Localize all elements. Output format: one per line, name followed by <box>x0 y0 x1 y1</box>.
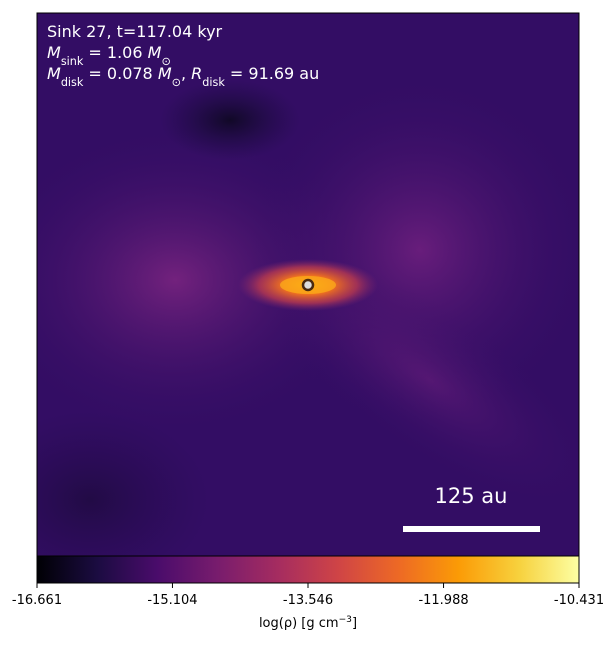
annotation-line: Msink = 1.06 M⊙ <box>47 43 171 68</box>
text-segment: M <box>47 43 61 62</box>
scale-bar-label: 125 au <box>435 484 508 508</box>
subscript: sink <box>61 55 84 68</box>
subscript: ⊙ <box>172 76 181 89</box>
annotation-line: Sink 27, t=117.04 kyr <box>47 22 223 41</box>
text-segment: , <box>181 64 191 83</box>
colorbar-label: log(ρ) [g cm−3] <box>259 615 357 631</box>
colorbar-tick-label: -15.104 <box>147 593 197 608</box>
colorbar-tick-label: -13.546 <box>283 593 333 608</box>
scale-bar <box>403 526 540 532</box>
text-segment: log(ρ) [g cm <box>259 616 339 631</box>
colorbar-tick-label: -11.988 <box>418 593 468 608</box>
subscript: ⊙ <box>161 55 170 68</box>
text-segment: ] <box>352 616 357 631</box>
superscript: −3 <box>339 615 353 625</box>
text-segment: = 91.69 au <box>225 64 319 83</box>
text-segment: = 0.078 <box>83 64 157 83</box>
annotation-line: Mdisk = 0.078 M⊙, Rdisk = 91.69 au <box>47 64 319 89</box>
text-segment: R <box>191 64 202 83</box>
text-segment: M <box>47 64 61 83</box>
density-map <box>37 13 579 556</box>
text-segment: M <box>148 43 162 62</box>
text-segment: Sink 27, t=117.04 kyr <box>47 22 223 41</box>
text-segment: = 1.06 <box>83 43 147 62</box>
colorbar <box>36 555 580 584</box>
subscript: disk <box>61 76 84 89</box>
colorbar-tick-label: -10.431 <box>554 593 604 608</box>
text-segment: M <box>158 64 172 83</box>
subscript: disk <box>202 76 225 89</box>
annotation: Sink 27, t=117.04 kyr Msink = 1.06 M⊙ Mdis… <box>47 22 319 89</box>
sink-marker <box>301 278 315 292</box>
colorbar-tick-label: -16.661 <box>12 593 62 608</box>
